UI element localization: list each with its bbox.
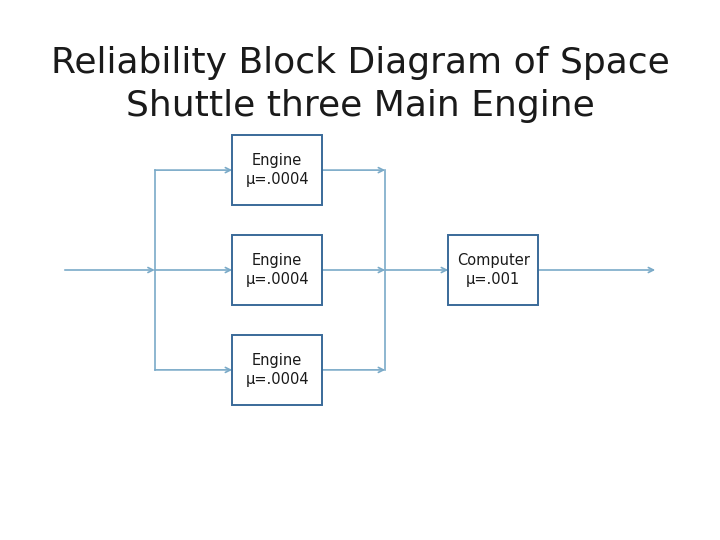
Text: Engine
μ=.0004: Engine μ=.0004 [246, 153, 309, 187]
Text: Computer
μ=.001: Computer μ=.001 [456, 253, 530, 287]
FancyBboxPatch shape [232, 135, 323, 205]
FancyBboxPatch shape [232, 235, 323, 305]
Text: Engine
μ=.0004: Engine μ=.0004 [246, 253, 309, 287]
FancyBboxPatch shape [232, 335, 323, 405]
FancyBboxPatch shape [448, 235, 539, 305]
Text: Reliability Block Diagram of Space
Shuttle three Main Engine: Reliability Block Diagram of Space Shutt… [50, 46, 670, 123]
Text: Engine
μ=.0004: Engine μ=.0004 [246, 353, 309, 387]
